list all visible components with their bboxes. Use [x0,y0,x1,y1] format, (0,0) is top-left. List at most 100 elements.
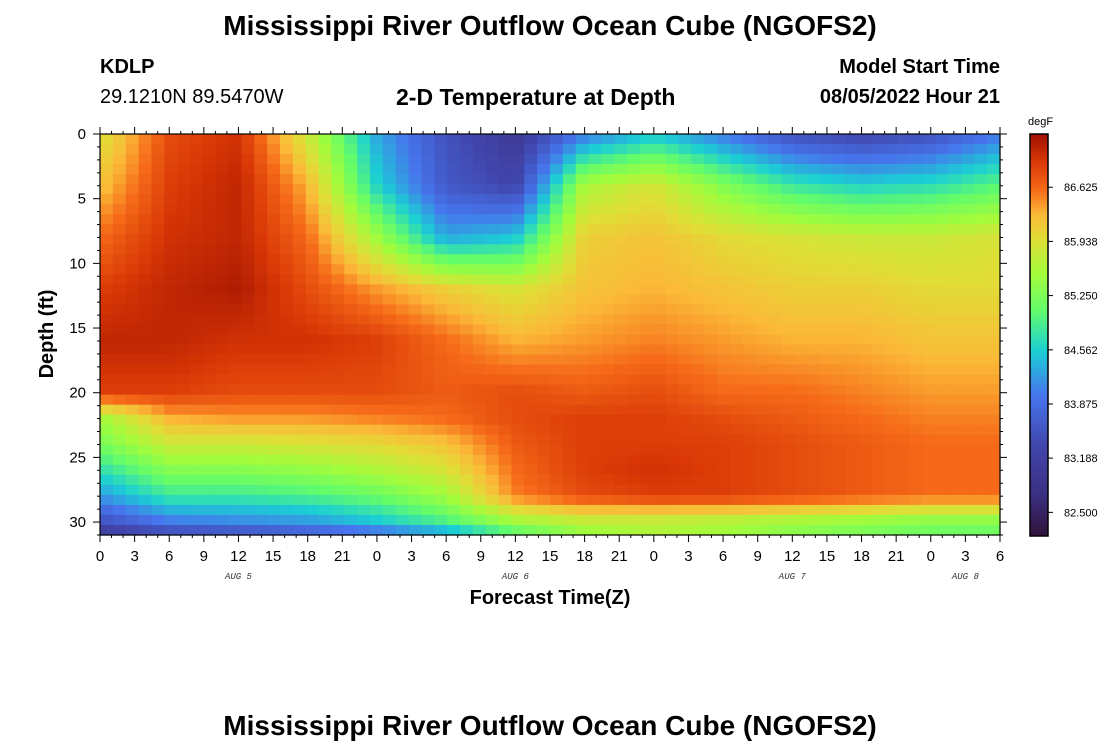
heatmap-cell [267,134,281,145]
heatmap-cell [961,474,975,486]
heatmap-cell [588,154,603,165]
heatmap-cell [460,164,474,175]
heatmap-cell [241,394,255,406]
heatmap-cell [460,314,474,326]
heatmap-cell [704,324,718,336]
heatmap-cell [112,174,127,185]
heatmap-cell [254,284,268,295]
heatmap-cell [627,364,641,376]
heatmap-cell [344,514,358,526]
heatmap-cell [768,494,783,506]
heatmap-cell [562,244,577,255]
heatmap-cell [820,524,834,536]
heatmap-cell [408,164,423,175]
x-tick-label: 9 [754,548,762,565]
footer-title: Mississippi River Outflow Ocean Cube (NG… [223,710,877,741]
heatmap-cell [601,514,615,526]
heatmap-cell [768,524,783,536]
heatmap-cell [241,444,255,456]
heatmap-cell [588,334,603,346]
heatmap-cell [280,344,294,356]
heatmap-cell [395,214,410,225]
heatmap-cell [485,464,500,476]
heatmap-cell [498,154,513,165]
heatmap-cell [305,444,320,456]
heatmap-cell [485,284,500,295]
heatmap-cell [344,224,358,235]
heatmap-cell [974,384,988,396]
heatmap-cell [460,394,474,406]
heatmap-cell [575,524,590,536]
heatmap-cell [370,434,384,446]
heatmap-cell [897,194,911,205]
heatmap-cell [961,384,975,396]
heatmap-cell [138,494,153,506]
heatmap-cell [742,364,757,376]
heatmap-cell [987,384,1001,396]
heatmap-cell [344,454,358,466]
heatmap-cell [742,194,757,205]
heatmap-cell [961,494,975,506]
heatmap-cell [370,474,384,486]
heatmap-cell [974,494,988,506]
heatmap-cell [948,334,963,346]
heatmap-cell [100,274,114,285]
heatmap-cell [704,344,718,356]
heatmap-cell [370,224,384,235]
heatmap-cell [498,504,513,516]
heatmap-cell [820,194,834,205]
heatmap-cell [575,174,590,185]
heatmap-cell [215,354,230,366]
heatmap-cell [138,304,153,316]
heatmap-cell [884,284,898,295]
heatmap-cell [871,404,885,416]
heatmap-cell [742,134,757,145]
heatmap-cell [344,404,358,416]
heatmap-cell [357,504,371,516]
heatmap-cell [665,324,680,336]
heatmap-cell [370,294,384,306]
heatmap-cell [460,434,474,446]
heatmap-cell [974,184,988,195]
heatmap-cell [280,304,294,316]
heatmap-cell [254,454,268,466]
heatmap-cell [305,414,320,426]
heatmap-cell [318,144,333,155]
heatmap-cell [472,304,487,316]
heatmap-cell [318,454,333,466]
heatmap-cell [267,264,281,275]
heatmap-cell [640,264,654,275]
heatmap-cell [820,384,834,396]
heatmap-cell [164,384,178,396]
heatmap-cell [357,144,371,155]
heatmap-cell [781,354,795,366]
heatmap-cell [871,244,885,255]
heatmap-cell [434,454,448,466]
heatmap-cell [845,494,860,506]
heatmap-cell [640,394,654,406]
heatmap-cell [292,244,307,255]
heatmap-cell [125,524,140,536]
heatmap-cell [524,284,538,295]
heatmap-cell [292,144,307,155]
heatmap-cell [845,384,860,396]
heatmap-cell [100,164,114,175]
heatmap-cell [382,224,397,235]
heatmap-cell [498,454,513,466]
heatmap-cell [215,144,230,155]
heatmap-cell [112,254,127,265]
heatmap-cell [665,474,680,486]
heatmap-cell [588,174,603,185]
heatmap-cell [948,504,963,516]
heatmap-cell [768,404,783,416]
heatmap-cell [781,484,795,496]
heatmap-cell [730,244,744,255]
heatmap-cell [897,314,911,326]
heatmap-cell [447,274,461,285]
heatmap-cell [177,234,191,245]
heatmap-cell [627,174,641,185]
heatmap-cell [884,134,898,145]
heatmap-cell [138,174,153,185]
heatmap-cell [498,334,513,346]
heatmap-cell [601,204,615,215]
